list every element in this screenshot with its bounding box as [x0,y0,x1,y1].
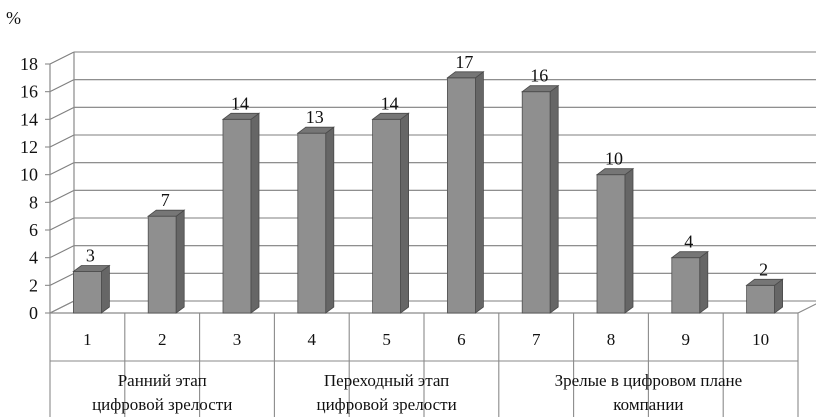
bar-top-9 [670,251,709,259]
y-tick-label-2: 2 [29,275,38,295]
bar-top-7 [521,85,560,93]
data-label-5: 14 [381,93,399,113]
bar-top-1 [72,265,111,272]
bar-top-5 [371,112,410,120]
data-label-7: 16 [530,66,548,86]
y-tick-label-16: 16 [20,82,38,102]
bar-front-4 [297,132,327,314]
bar-front-2 [147,215,177,314]
bar-side-4 [325,126,335,314]
data-label-3: 14 [231,93,249,113]
bar-1 [72,264,111,314]
category-label-6: 6 [457,330,466,349]
category-label-5: 5 [382,330,391,349]
category-label-1: 1 [83,330,92,349]
axis-layer [45,52,816,417]
bar-2 [146,209,186,314]
gridline-slant-10 [49,162,75,176]
y-tick-label-10: 10 [20,165,38,185]
bar-top-4 [296,126,335,134]
gridline-slant-8 [49,189,75,203]
y-tick-label-12: 12 [20,137,38,157]
bar-8 [595,167,635,314]
bar-top-3 [221,112,261,120]
bar-front-8 [596,174,626,314]
gridline-slant-6 [49,217,75,231]
y-tick-label-6: 6 [29,220,38,240]
bar-side-7 [549,84,559,314]
group-label-3: Зрелые в цифровом плане компании [555,371,743,414]
category-label-3: 3 [233,330,242,349]
group-label-2-line-1: Переходный этап [324,371,449,390]
data-label-2: 7 [161,190,170,210]
category-label-2: 2 [158,330,167,349]
gridline-slant-18 [49,51,75,65]
bar-front-5 [372,118,402,314]
x-axis-depth-line [797,303,816,314]
data-label-1: 3 [86,246,95,266]
bar-side-6 [474,71,484,314]
bar-side-2 [175,209,185,314]
y-tick-label-0: 0 [29,303,38,323]
bar-7 [521,84,560,314]
bar-front-6 [446,77,476,314]
bar-front-3 [222,118,252,314]
data-label-10: 2 [759,259,768,279]
bar-top-10 [745,278,784,286]
label-layer: 0246810121416183172143134145176167108492… [20,52,769,414]
bar-top-2 [146,209,186,217]
group-label-1: Ранний этап цифровой зрелости [92,371,232,414]
group-label-2: Переходный этап цифровой зрелости [316,371,456,414]
bar-front-9 [671,257,701,314]
group-label-1-line-1: Ранний этап [118,371,207,390]
bar-side-9 [699,250,709,314]
bar-side-3 [250,112,260,314]
bar-4 [296,126,335,314]
y-tick-label-4: 4 [29,248,38,268]
gridline-slant-4 [49,245,75,259]
bar-10 [745,278,784,314]
group-label-3-line-1: Зрелые в цифровом плане [555,371,743,390]
bar-5 [371,112,410,314]
group-label-2-line-2: цифровой зрелости [316,395,456,414]
bar-side-8 [624,167,634,314]
bar-front-10 [746,284,775,314]
side-wall-bottom-edge [49,300,75,314]
category-label-10: 10 [752,330,769,349]
gridline-slant-2 [49,272,75,286]
data-label-9: 4 [684,232,693,252]
bar-9 [670,250,709,314]
bar-side-1 [101,264,110,314]
data-label-8: 10 [605,149,623,169]
category-label-4: 4 [308,330,317,349]
bar-top-8 [595,168,635,176]
bar-6 [446,71,485,314]
bar-front-1 [73,271,102,314]
category-label-8: 8 [607,330,616,349]
y-tick-label-14: 14 [20,109,38,129]
group-label-3-line-2: компании [613,395,683,414]
gridline-slant-14 [49,106,75,120]
bar-top-6 [446,71,485,79]
data-label-4: 13 [306,107,324,127]
bar-side-5 [400,112,410,314]
y-tick-label-18: 18 [20,54,38,74]
y-tick-label-8: 8 [29,192,38,212]
gridline-slant-16 [49,79,75,93]
bar-front-7 [521,91,551,314]
category-label-9: 9 [682,330,691,349]
bar-3 [221,112,261,314]
data-label-6: 17 [455,52,473,72]
category-label-7: 7 [532,330,541,349]
group-label-1-line-2: цифровой зрелости [92,395,232,414]
bar-layer [72,71,784,314]
gridline-slant-12 [49,134,75,148]
y-axis-unit-label: % [6,8,21,28]
